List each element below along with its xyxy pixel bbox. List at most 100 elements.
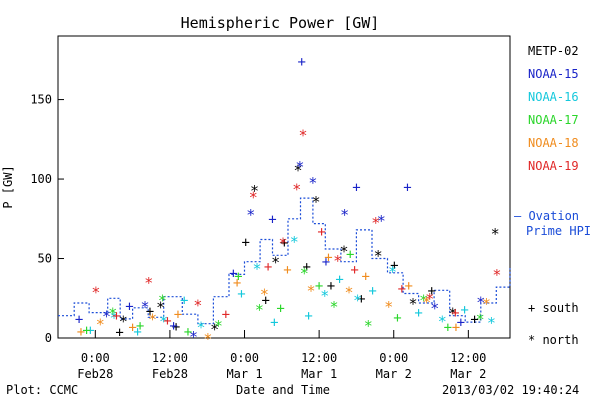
data-point: + <box>393 310 401 326</box>
data-point: + <box>75 312 83 328</box>
data-point: + <box>169 318 177 334</box>
data-point: * <box>408 295 417 313</box>
y-axis-label: P [GW] <box>1 165 15 208</box>
data-point: + <box>452 320 460 336</box>
data-point: * <box>196 319 205 337</box>
data-point: + <box>242 235 250 251</box>
data-point: + <box>234 269 242 285</box>
legend: METP-02 NOAA-15 NOAA-16 NOAA-17 NOAA-18 NOAA-… <box>514 44 591 347</box>
data-point: + <box>270 315 278 331</box>
data-point: * <box>290 233 299 251</box>
data-point: + <box>317 225 325 241</box>
data-point: + <box>264 259 272 275</box>
data-point: * <box>374 247 383 265</box>
data-point: * <box>271 254 280 272</box>
data-point: + <box>444 320 452 336</box>
data-point: * <box>422 293 431 311</box>
data-point: + <box>335 272 343 288</box>
data-point: * <box>246 206 255 224</box>
data-point: + <box>163 314 171 330</box>
data-point: * <box>91 284 100 302</box>
data-point: * <box>102 308 111 326</box>
x-axis-label: Date and Time <box>236 383 330 397</box>
y-axis: 0 50 100 150 <box>30 93 64 345</box>
data-point: + <box>268 212 276 228</box>
data-point: + <box>174 307 182 323</box>
data-point: + <box>346 247 354 263</box>
legend-item: NOAA-19 <box>528 159 579 173</box>
data-point: + <box>86 323 94 339</box>
data-point: + <box>172 319 180 335</box>
data-point: + <box>237 286 245 302</box>
data-point: * <box>384 298 393 316</box>
data-point: * <box>295 158 304 176</box>
data-point: * <box>108 304 117 322</box>
data-point: + <box>298 55 306 71</box>
x-tick-date: Mar 1 <box>226 367 262 381</box>
data-point: * <box>425 290 434 308</box>
data-point: * <box>96 316 105 334</box>
data-point: + <box>403 180 411 196</box>
y-tick-label: 100 <box>30 172 52 186</box>
data-point: * <box>312 193 321 211</box>
data-point: * <box>364 317 373 335</box>
data-point: * <box>353 292 362 310</box>
legend-item: NOAA-17 <box>528 113 579 127</box>
legend-item: METP-02 <box>528 44 579 58</box>
data-point: * <box>388 263 397 281</box>
data-point: * <box>255 301 264 319</box>
data-point: * <box>419 292 428 310</box>
data-point: + <box>327 279 335 295</box>
legend-ovation-line2: Prime HPI <box>526 224 591 238</box>
data-point: + <box>390 258 398 274</box>
data-point: + <box>128 320 136 336</box>
plot-frame <box>57 35 511 339</box>
timestamp: 2013/03/02 19:40:24 <box>442 383 579 397</box>
data-point: + <box>146 304 154 320</box>
data-point: * <box>307 282 316 300</box>
data-point: * <box>189 328 198 346</box>
data-point: * <box>159 312 168 330</box>
data-point: * <box>430 300 439 318</box>
data-point: + <box>125 299 133 315</box>
data-point: + <box>77 325 85 341</box>
data-point: * <box>320 287 329 305</box>
x-tick-date: Feb28 <box>77 367 113 381</box>
data-point: + <box>357 291 365 307</box>
x-tick-time: 0:00 <box>230 351 259 365</box>
data-point: * <box>340 206 349 224</box>
data-point: + <box>82 323 90 339</box>
data-point: * <box>448 304 457 322</box>
y-tick-label: 0 <box>45 331 52 345</box>
data-point: + <box>457 315 465 331</box>
data-points: +*+ *+ *+*+*+*+*+*+*+*+* +*+ *+ *+*+* +*+*+*+*… <box>75 55 502 348</box>
data-point: * <box>482 295 491 313</box>
data-point: * <box>148 311 157 329</box>
x-tick-date: Mar 1 <box>301 367 337 381</box>
data-point: * <box>203 330 212 348</box>
data-point: * <box>156 299 165 317</box>
data-point: * <box>476 293 485 311</box>
data-point: * <box>193 296 202 314</box>
data-point: + <box>368 283 376 299</box>
data-point: + <box>398 282 406 298</box>
data-point: * <box>492 266 501 284</box>
data-point: + <box>414 306 422 322</box>
data-point: * <box>249 188 258 206</box>
data-point: * <box>214 317 223 335</box>
legend-north: * north <box>528 333 579 347</box>
x-tick-time: 12:00 <box>152 351 188 365</box>
data-point: + <box>115 325 123 341</box>
data-point: * <box>279 234 288 252</box>
data-point: + <box>352 180 360 196</box>
data-point: + <box>180 293 188 309</box>
data-point: + <box>112 309 120 325</box>
x-axis: 0:00 Feb28 12:00 Feb28 0:00 Mar 1 12:00 Mar 1 0:… <box>77 330 486 381</box>
data-point: + <box>427 283 435 299</box>
data-point: * <box>144 274 153 292</box>
legend-item: NOAA-16 <box>528 90 579 104</box>
legend-south: + south <box>528 301 579 315</box>
x-tick-time: 12:00 <box>450 351 486 365</box>
data-point: * <box>158 292 167 310</box>
data-point: * <box>298 126 307 144</box>
